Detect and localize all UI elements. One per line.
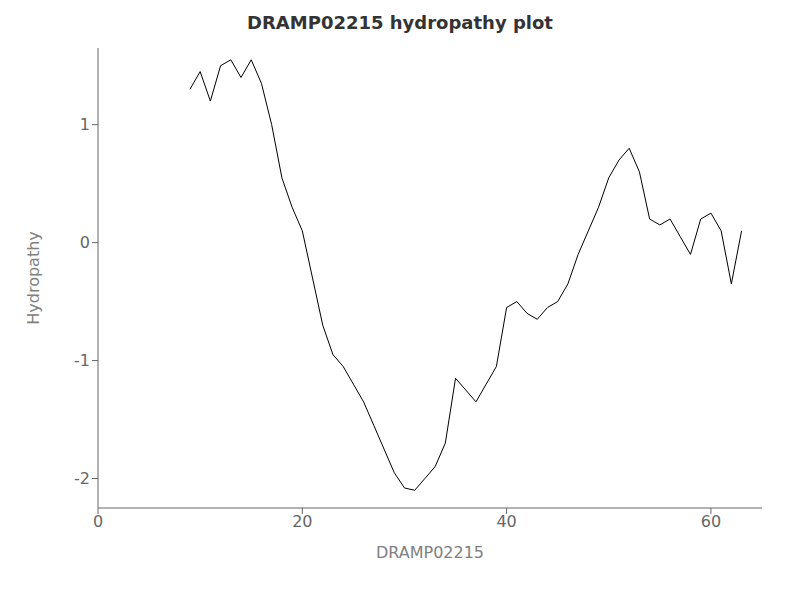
svg-text:0: 0	[80, 233, 90, 252]
html-text:DRAMP02215 hydropathy plot: DRAMP02215 hydropathy plot	[247, 12, 553, 33]
svg-text:20: 20	[292, 512, 312, 531]
svg-text:60: 60	[701, 512, 721, 531]
svg-text:-2: -2	[74, 469, 90, 488]
svg-text:-1: -1	[74, 351, 90, 370]
svg-text:DRAMP02215: DRAMP02215	[376, 543, 484, 562]
svg-text:40: 40	[496, 512, 516, 531]
svg-text:1: 1	[80, 115, 90, 134]
svg-text:Hydropathy: Hydropathy	[24, 231, 43, 325]
svg-text:0: 0	[93, 512, 103, 531]
